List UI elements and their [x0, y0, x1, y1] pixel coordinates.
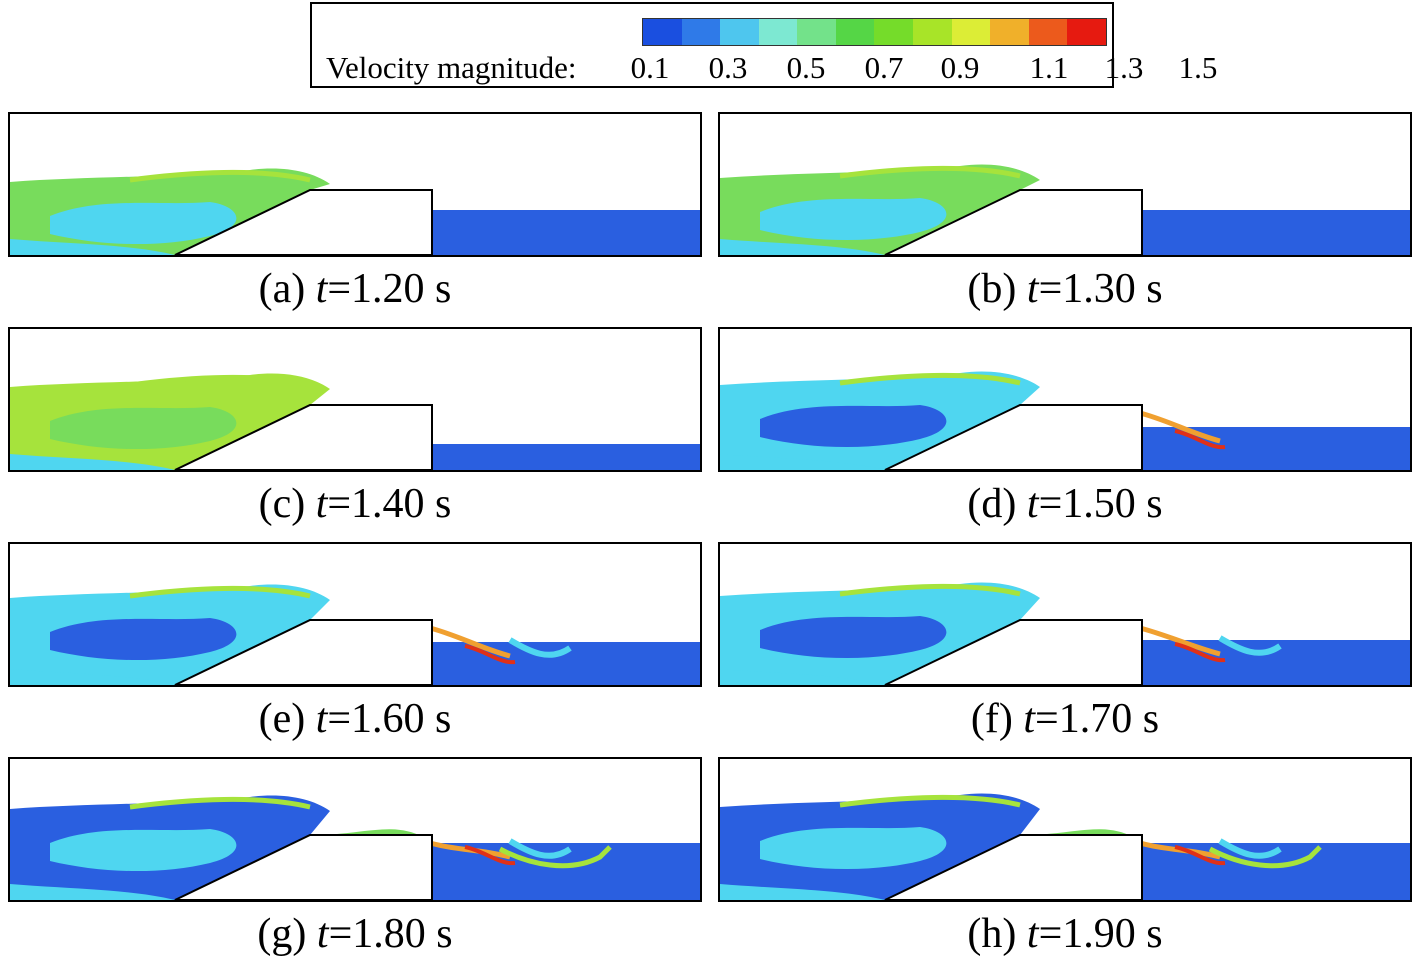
legend-swatch	[643, 19, 682, 45]
flow-field-g	[10, 759, 700, 900]
legend-tick: 0.9	[941, 51, 980, 85]
legend-tick: 0.1	[631, 51, 670, 85]
panel-h	[718, 757, 1412, 902]
panel-f	[718, 542, 1412, 687]
legend-tick: 0.5	[787, 51, 826, 85]
caption-value: =1.20 s	[327, 266, 451, 312]
caption-t: t	[1027, 266, 1039, 312]
downstream-pool	[432, 210, 700, 255]
flow-field-b	[720, 114, 1410, 255]
legend-swatch	[1067, 19, 1106, 45]
caption-letter: (e)	[259, 696, 306, 742]
legend-tick: 0.7	[865, 51, 904, 85]
legend-swatch	[952, 19, 991, 45]
panel-g	[8, 757, 702, 902]
legend-tick: 1.1	[1030, 51, 1069, 85]
caption-e: (e) t=1.60 s	[8, 696, 702, 742]
caption-letter: (c)	[259, 481, 306, 527]
legend-swatch	[913, 19, 952, 45]
panel-b	[718, 112, 1412, 257]
panel-d	[718, 327, 1412, 472]
panel-e	[8, 542, 702, 687]
downstream-pool	[432, 444, 700, 470]
legend-tick: 1.5	[1179, 51, 1218, 85]
caption-letter: (a)	[259, 266, 306, 312]
legend-swatch	[874, 19, 913, 45]
legend-swatch	[1029, 19, 1068, 45]
flow-field-f	[720, 544, 1410, 685]
caption-f: (f) t=1.70 s	[718, 696, 1412, 742]
caption-c: (c) t=1.40 s	[8, 481, 702, 527]
flow-field-h	[720, 759, 1410, 900]
caption-value: =1.90 s	[1039, 911, 1163, 957]
legend-swatch	[720, 19, 759, 45]
caption-t: t	[317, 911, 329, 957]
legend-swatch	[990, 19, 1029, 45]
caption-value: =1.80 s	[329, 911, 453, 957]
panel-c	[8, 327, 702, 472]
legend-tick: 0.3	[709, 51, 748, 85]
legend-colorbar	[642, 18, 1107, 46]
caption-letter: (b)	[967, 266, 1016, 312]
flow-field-d	[720, 329, 1410, 470]
caption-value: =1.50 s	[1039, 481, 1163, 527]
caption-t: t	[316, 696, 328, 742]
caption-b: (b) t=1.30 s	[718, 266, 1412, 312]
caption-a: (a) t=1.20 s	[8, 266, 702, 312]
caption-letter: (d)	[967, 481, 1016, 527]
caption-value: =1.40 s	[327, 481, 451, 527]
caption-value: =1.30 s	[1039, 266, 1163, 312]
legend-swatch	[682, 19, 721, 45]
legend-swatch	[759, 19, 798, 45]
caption-letter: (f)	[971, 696, 1013, 742]
caption-t: t	[1027, 911, 1039, 957]
caption-g: (g) t=1.80 s	[8, 911, 702, 957]
caption-t: t	[1027, 481, 1039, 527]
downstream-pool	[1142, 210, 1410, 255]
caption-letter: (g)	[257, 911, 306, 957]
flow-field-e	[10, 544, 700, 685]
caption-t: t	[1023, 696, 1035, 742]
panel-a	[8, 112, 702, 257]
caption-d: (d) t=1.50 s	[718, 481, 1412, 527]
caption-value: =1.60 s	[327, 696, 451, 742]
caption-value: =1.70 s	[1035, 696, 1159, 742]
legend-swatch	[797, 19, 836, 45]
flow-field-c	[10, 329, 700, 470]
legend-swatch	[836, 19, 875, 45]
legend-title: Velocity magnitude:	[326, 51, 577, 85]
caption-h: (h) t=1.90 s	[718, 911, 1412, 957]
caption-letter: (h)	[967, 911, 1016, 957]
caption-t: t	[316, 481, 328, 527]
legend-tick: 1.3	[1105, 51, 1144, 85]
velocity-legend: Velocity magnitude: 0.1 0.3 0.5 0.7 0.9 …	[310, 2, 1114, 88]
flow-field-a	[10, 114, 700, 255]
caption-t: t	[316, 266, 328, 312]
